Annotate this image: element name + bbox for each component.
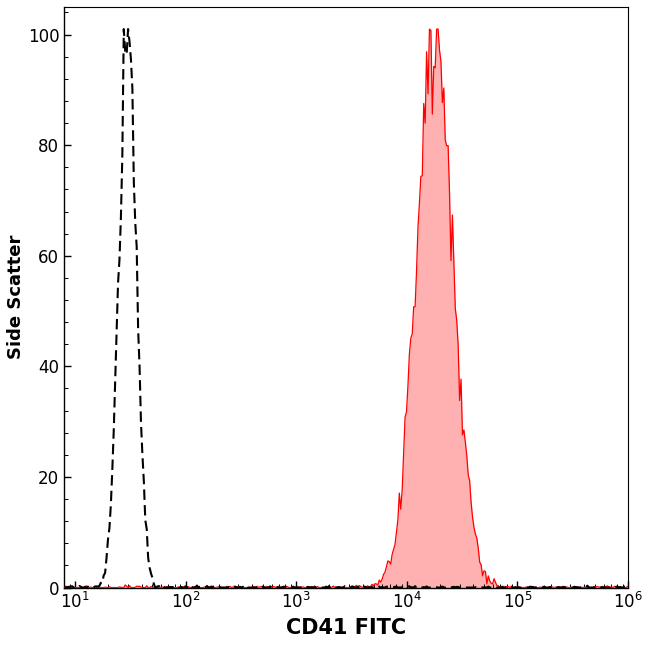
- X-axis label: CD41 FITC: CD41 FITC: [286, 618, 406, 638]
- Y-axis label: Side Scatter: Side Scatter: [7, 235, 25, 359]
